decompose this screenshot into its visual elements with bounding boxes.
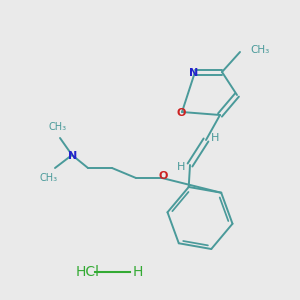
Text: O: O <box>176 108 186 118</box>
Text: CH₃: CH₃ <box>250 45 269 55</box>
Text: HCl: HCl <box>76 265 100 279</box>
Text: N: N <box>189 68 199 78</box>
Text: CH₃: CH₃ <box>49 122 67 132</box>
Text: H: H <box>133 265 143 279</box>
Text: N: N <box>68 151 78 161</box>
Text: CH₃: CH₃ <box>40 173 58 183</box>
Text: O: O <box>158 171 168 181</box>
Text: H: H <box>177 162 185 172</box>
Text: H: H <box>211 133 219 143</box>
